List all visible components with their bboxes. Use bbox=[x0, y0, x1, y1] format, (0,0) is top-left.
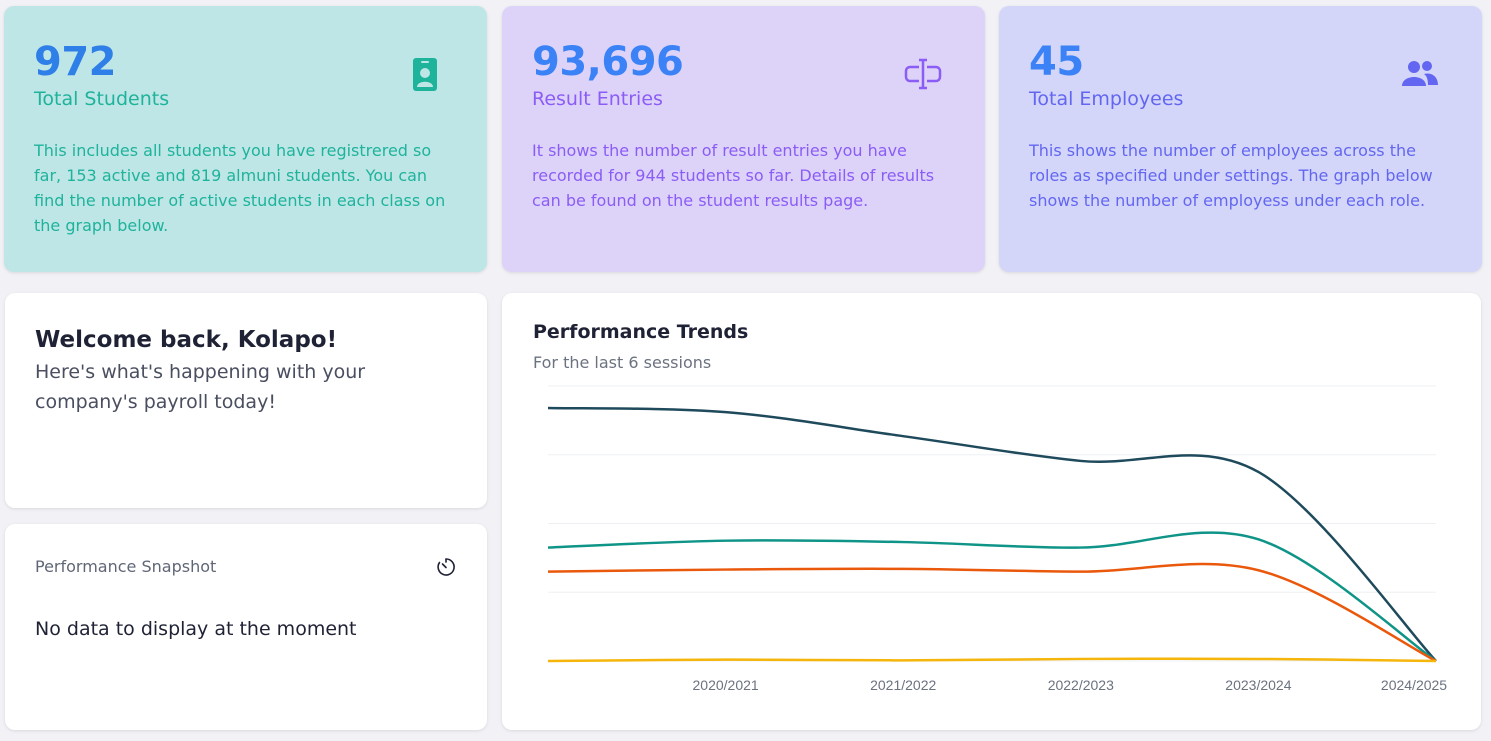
result-entries-card: 93,696 Result Entries It shows the numbe… bbox=[502, 6, 985, 272]
performance-snapshot-title: Performance Snapshot bbox=[35, 557, 217, 576]
total-students-label: Total Students bbox=[34, 88, 170, 110]
performance-trends-title: Performance Trends bbox=[533, 321, 749, 343]
performance-snapshot-card: Performance Snapshot No data to display … bbox=[5, 524, 487, 730]
total-students-description: This includes all students you have regi… bbox=[34, 141, 446, 235]
result-entries-value: 93,696 bbox=[532, 39, 684, 85]
text-cursor-icon bbox=[904, 58, 942, 90]
trend-series-line-2 bbox=[547, 531, 1437, 663]
x-tick-label: 2022/2023 bbox=[1048, 677, 1114, 693]
trend-series-line-3 bbox=[547, 562, 1437, 663]
users-icon bbox=[1402, 61, 1438, 86]
welcome-title: Welcome back, Kolapo! bbox=[35, 327, 338, 353]
performance-trends-chart: 2020/2021 2021/2022 2022/2023 2023/2024 2024… bbox=[547, 385, 1447, 693]
performance-trends-subtitle: For the last 6 sessions bbox=[533, 353, 712, 372]
result-entries-description: It shows the number of result entries yo… bbox=[532, 141, 935, 210]
total-employees-card: 45 Total Employees This shows the number… bbox=[999, 6, 1482, 272]
total-students-card: 972 Total Students This includes all stu… bbox=[4, 6, 487, 272]
total-employees-label: Total Employees bbox=[1029, 88, 1184, 110]
welcome-subtitle: Here's what's happening with your compan… bbox=[35, 361, 366, 413]
trend-series-line-4 bbox=[547, 657, 1437, 663]
refresh-timer-icon[interactable] bbox=[435, 556, 457, 578]
trend-series-line-1 bbox=[547, 406, 1437, 662]
result-entries-label: Result Entries bbox=[532, 88, 663, 110]
x-tick-label: 2024/2025 bbox=[1381, 677, 1447, 693]
id-badge-icon bbox=[413, 58, 437, 91]
x-tick-label: 2020/2021 bbox=[693, 677, 759, 693]
no-data-message: No data to display at the moment bbox=[35, 618, 357, 640]
x-tick-label: 2021/2022 bbox=[870, 677, 936, 693]
total-employees-value: 45 bbox=[1029, 39, 1084, 85]
total-students-value: 972 bbox=[34, 39, 117, 85]
x-tick-label: 2023/2024 bbox=[1225, 677, 1291, 693]
performance-trends-card: 2020/2021 2021/2022 2022/2023 2023/2024 2024… bbox=[502, 293, 1481, 730]
total-employees-description: This shows the number of employees acros… bbox=[1029, 141, 1433, 210]
welcome-card: Welcome back, Kolapo! Here's what's happ… bbox=[5, 293, 487, 508]
